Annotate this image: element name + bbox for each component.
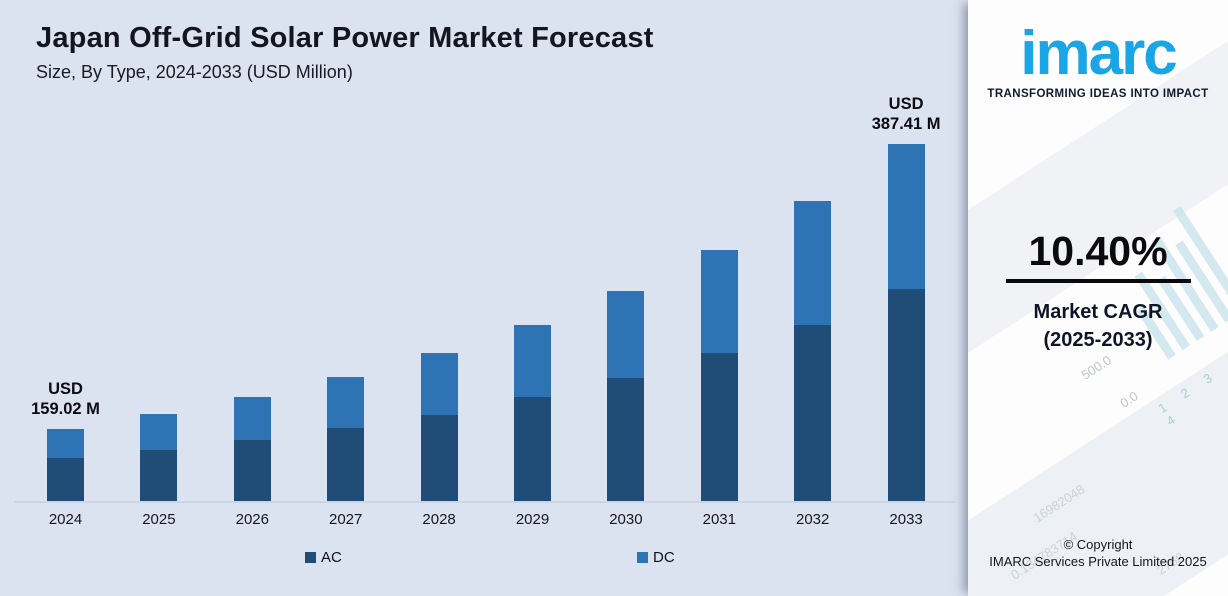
cagr-block: 10.40% Market CAGR (2025-2033)	[968, 230, 1228, 354]
legend-label-ac: AC	[321, 549, 342, 566]
imarc-logo-text: imarc	[1020, 19, 1177, 88]
bar-2032	[794, 201, 832, 501]
annotation-2024: USD 159.02 M	[31, 380, 100, 418]
bar-2029	[514, 325, 551, 501]
legend-label-dc: DC	[653, 549, 675, 566]
bar-2028-ac-segment	[420, 415, 458, 501]
x-axis-label-2024: 2024	[48, 511, 83, 528]
copyright-line2: IMARC Services Private Limited 2025	[989, 554, 1207, 569]
imarc-logo: imarc TRANSFORMING IDEAS INTO IMPACT	[968, 19, 1228, 101]
bar-2026	[233, 397, 271, 501]
bar-2030-ac-segment	[607, 378, 645, 501]
bar-2032-ac-segment	[794, 325, 832, 501]
bar-2028	[420, 353, 458, 501]
panel-watermark-axis-min: 0.0	[1117, 388, 1141, 411]
x-axis-label-2032: 2032	[796, 511, 830, 528]
imarc-tagline: TRANSFORMING IDEAS INTO IMPACT	[987, 88, 1209, 100]
panel-watermark-ticks: 1 2 3 4	[1155, 365, 1222, 429]
cagr-underline	[1005, 279, 1191, 283]
panel-watermark-axis-max: 500.0	[1078, 352, 1115, 383]
panel-watermark-number: 16982048	[1030, 481, 1088, 526]
plot-area: 2024 2025 2026 2027 2028 2029 2030 2031 2032 2033…	[14, 95, 955, 528]
x-axis-label-2028: 2028	[422, 511, 456, 528]
chart-area: Japan Off-Grid Solar Power Market Foreca…	[0, 0, 968, 596]
copyright: © Copyright IMARC Services Private Limit…	[968, 536, 1228, 570]
bar-2033	[887, 144, 925, 501]
cagr-label-line1: Market CAGR	[1033, 301, 1163, 323]
bar-2027-ac-segment	[327, 428, 365, 501]
copyright-line1: © Copyright	[1063, 537, 1133, 552]
legend-swatch-ac	[305, 552, 316, 563]
x-axis-label-2029: 2029	[515, 511, 550, 528]
brand-panel: 500.0 0.0 1 2 3 4 16982048 0.134783714 2…	[968, 0, 1228, 596]
bar-2024	[47, 429, 84, 501]
x-axis-line	[14, 501, 955, 503]
legend-swatch-dc	[637, 552, 648, 563]
x-axis-label-2033: 2033	[889, 511, 923, 528]
bar-2029-ac-segment	[514, 397, 551, 501]
x-axis-label-2031: 2031	[702, 511, 736, 528]
legend-item-ac: AC	[305, 549, 342, 566]
bar-2033-ac-segment	[887, 289, 925, 501]
legend-item-dc: DC	[637, 549, 675, 566]
x-axis-label-2025: 2025	[142, 511, 176, 528]
bar-2031-ac-segment	[700, 353, 738, 501]
cagr-label-line2: (2025-2033)	[1043, 329, 1153, 351]
chart-title: Japan Off-Grid Solar Power Market Foreca…	[36, 22, 654, 54]
annotation-2033: USD 387.41 M	[871, 95, 941, 133]
bar-2025	[140, 414, 178, 501]
bar-2027	[327, 377, 365, 501]
bar-2024-ac-segment	[47, 458, 84, 501]
chart-subtitle: Size, By Type, 2024-2033 (USD Million)	[36, 62, 353, 82]
cagr-value: 10.40%	[1028, 228, 1168, 274]
x-axis-label-2030: 2030	[609, 511, 643, 528]
bar-2030	[607, 291, 645, 501]
x-axis-label-2026: 2026	[235, 511, 269, 528]
bar-2031	[700, 250, 738, 501]
bar-2025-ac-segment	[140, 450, 178, 501]
x-axis-label-2027: 2027	[329, 511, 363, 528]
bar-2026-ac-segment	[233, 440, 271, 501]
